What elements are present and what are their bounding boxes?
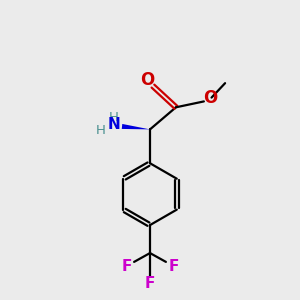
Text: F: F xyxy=(145,276,155,291)
Text: H: H xyxy=(96,124,106,137)
Text: O: O xyxy=(140,70,155,88)
Polygon shape xyxy=(122,124,150,129)
Text: H: H xyxy=(109,110,119,124)
Text: O: O xyxy=(203,89,218,107)
Text: N: N xyxy=(107,118,120,133)
Text: F: F xyxy=(121,259,132,274)
Text: F: F xyxy=(168,259,179,274)
